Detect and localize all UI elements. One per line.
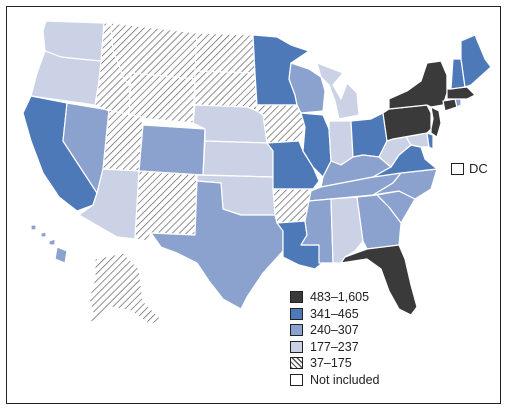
- legend-swatch: [290, 324, 303, 337]
- dc-legend: DC: [451, 161, 488, 176]
- state-north-dakota[interactable]: [194, 32, 256, 74]
- legend-swatch: [290, 373, 303, 386]
- legend-swatch: [290, 307, 303, 320]
- state-texas[interactable]: [150, 180, 284, 310]
- state-wyoming[interactable]: [128, 72, 196, 124]
- state-new-mexico[interactable]: [134, 170, 198, 242]
- state-hawaii-maui[interactable]: [48, 238, 56, 246]
- state-alaska[interactable]: [80, 252, 162, 328]
- state-hawaii-kauai[interactable]: [30, 224, 37, 231]
- state-florida[interactable]: [340, 244, 418, 316]
- state-hawaii-oahu[interactable]: [40, 231, 47, 238]
- state-missouri[interactable]: [266, 140, 320, 190]
- state-new-jersey[interactable]: [430, 106, 442, 138]
- legend: 483–1,605 341–465 240–307 177–237 37–175 Not …: [290, 289, 380, 388]
- state-ohio[interactable]: [350, 112, 388, 158]
- state-new-york[interactable]: [388, 60, 448, 110]
- legend-row: 483–1,605: [290, 289, 380, 306]
- dc-label: DC: [469, 161, 488, 176]
- state-kansas[interactable]: [202, 140, 274, 178]
- legend-swatch: [290, 291, 303, 304]
- legend-row: Not included: [290, 372, 380, 389]
- legend-label: 177–237: [310, 339, 359, 354]
- legend-swatch: [290, 340, 303, 353]
- us-choropleth-map: [22, 20, 492, 328]
- state-massachusetts[interactable]: [446, 86, 476, 100]
- state-maine[interactable]: [460, 34, 492, 88]
- legend-row: 240–307: [290, 322, 380, 339]
- map-frame: 483–1,605 341–465 240–307 177–237 37–175 Not …: [6, 6, 501, 404]
- state-colorado[interactable]: [138, 124, 206, 176]
- state-hawaii-big-island[interactable]: [54, 246, 68, 264]
- legend-row: 37–175: [290, 355, 380, 372]
- legend-row: 177–237: [290, 339, 380, 356]
- legend-label: 240–307: [310, 323, 359, 338]
- legend-label: 341–465: [310, 306, 359, 321]
- dc-swatch[interactable]: [451, 162, 464, 175]
- state-michigan[interactable]: [316, 62, 360, 120]
- state-north-carolina[interactable]: [372, 168, 438, 200]
- legend-label: 37–175: [310, 356, 352, 371]
- state-vermont[interactable]: [440, 58, 454, 90]
- legend-row: 341–465: [290, 306, 380, 323]
- legend-label: Not included: [310, 372, 380, 387]
- state-wisconsin[interactable]: [288, 62, 326, 114]
- state-delaware[interactable]: [426, 132, 434, 150]
- state-utah[interactable]: [102, 109, 144, 172]
- legend-label: 483–1,605: [310, 290, 370, 305]
- legend-swatch: [290, 357, 303, 370]
- state-indiana[interactable]: [328, 120, 354, 166]
